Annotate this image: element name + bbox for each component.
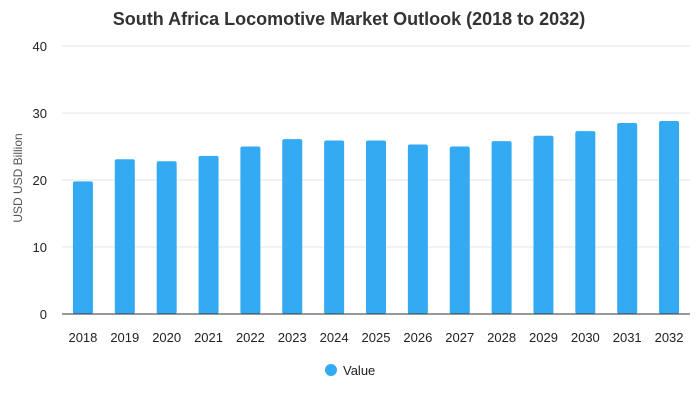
bar-2031[interactable]: [617, 123, 638, 314]
y-tick-label: 10: [33, 240, 47, 255]
bar-2022[interactable]: [240, 146, 261, 315]
x-tick-label: 2021: [194, 330, 223, 345]
legend-swatch-value: [325, 364, 337, 376]
x-tick-label: 2020: [152, 330, 181, 345]
bar-2026[interactable]: [407, 144, 428, 314]
x-tick-label: 2028: [487, 330, 516, 345]
y-tick-label: 40: [33, 39, 47, 54]
x-axis-ticks: 2018 2019 2020 2021 2022 2023 2024 2025 2026 2027…: [68, 330, 683, 345]
bar-2019[interactable]: [114, 159, 135, 314]
y-tick-label: 30: [33, 106, 47, 121]
bar-2025[interactable]: [366, 140, 386, 314]
x-tick-label: 2031: [613, 330, 642, 345]
x-tick-label: 2032: [655, 330, 684, 345]
bar-2030[interactable]: [575, 131, 596, 314]
y-axis-title: USD USD Billion: [11, 133, 25, 222]
bar-2028[interactable]: [491, 141, 512, 314]
legend-label-value: Value: [343, 363, 375, 378]
bar-2029[interactable]: [533, 135, 554, 314]
bars: [62, 121, 690, 315]
x-tick-label: 2018: [68, 330, 97, 345]
legend[interactable]: Value: [325, 363, 375, 378]
x-tick-label: 2023: [278, 330, 307, 345]
bar-2024[interactable]: [324, 140, 345, 314]
x-tick-label: 2019: [110, 330, 139, 345]
bar-2018[interactable]: [72, 181, 93, 314]
bar-2032[interactable]: [659, 121, 680, 314]
bar-2027[interactable]: [449, 146, 470, 315]
x-tick-label: 2024: [320, 330, 349, 345]
x-tick-label: 2026: [403, 330, 432, 345]
y-axis-ticks: 0 10 20 30 40: [33, 39, 47, 322]
bar-2020[interactable]: [156, 161, 177, 314]
bar-2023[interactable]: [282, 139, 303, 314]
x-tick-label: 2025: [362, 330, 391, 345]
x-tick-label: 2029: [529, 330, 558, 345]
y-tick-label: 20: [33, 173, 47, 188]
y-tick-label: 0: [40, 307, 47, 322]
x-tick-label: 2030: [571, 330, 600, 345]
bar-2021[interactable]: [198, 155, 219, 314]
chart-title: South Africa Locomotive Market Outlook (…: [113, 9, 585, 29]
x-tick-label: 2022: [236, 330, 265, 345]
x-tick-label: 2027: [445, 330, 474, 345]
